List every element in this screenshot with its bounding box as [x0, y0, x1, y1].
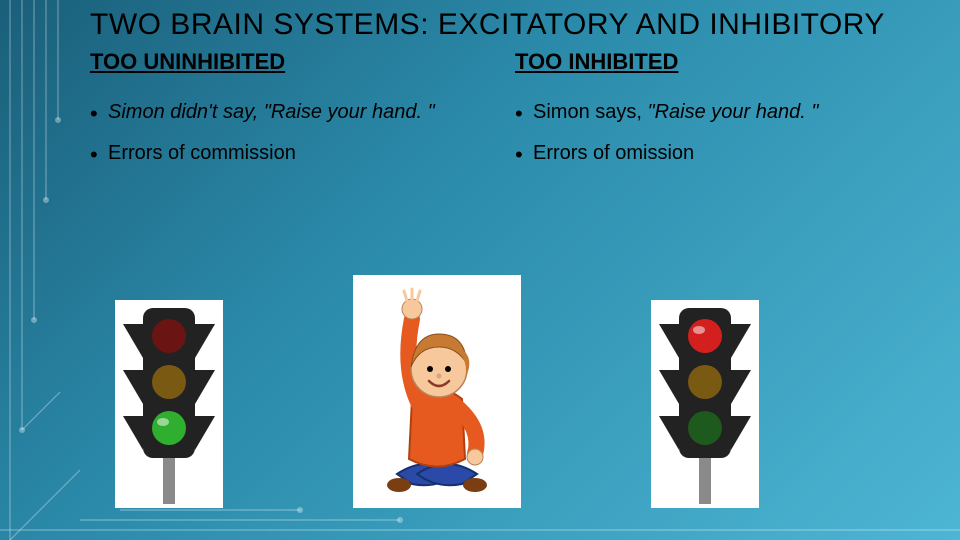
- traffic-light-green-box: [115, 300, 223, 508]
- left-bullet-2: Errors of commission: [90, 140, 495, 167]
- left-heading: TOO UNINHIBITED: [90, 49, 495, 75]
- right-b1-quote: "Raise your hand. ": [647, 101, 818, 123]
- slide: TWO BRAIN SYSTEMS: EXCITATORY AND INHIBI…: [0, 0, 960, 540]
- traffic-light-red-box: [651, 300, 759, 508]
- circuit-deco-left: [0, 0, 80, 540]
- traffic-light-green-icon: [119, 304, 219, 504]
- right-heading: TOO INHIBITED: [515, 49, 920, 75]
- content-area: TWO BRAIN SYSTEMS: EXCITATORY AND INHIBI…: [90, 8, 940, 181]
- left-column: TOO UNINHIBITED Simon didn't say, "Raise…: [90, 49, 515, 181]
- columns: TOO UNINHIBITED Simon didn't say, "Raise…: [90, 49, 940, 181]
- left-b1-pre: Simon didn't say,: [108, 101, 264, 123]
- left-bullet-1: Simon didn't say, "Raise your hand. ": [90, 99, 495, 126]
- image-row: [115, 275, 759, 508]
- right-bullets: Simon says, "Raise your hand. " Errors o…: [515, 99, 920, 167]
- right-bullet-1: Simon says, "Raise your hand. ": [515, 99, 920, 126]
- child-raising-hand-icon: [357, 279, 517, 499]
- right-bullet-2: Errors of omission: [515, 140, 920, 167]
- left-bullets: Simon didn't say, "Raise your hand. " Er…: [90, 99, 495, 167]
- slide-title: TWO BRAIN SYSTEMS: EXCITATORY AND INHIBI…: [90, 8, 940, 43]
- left-b1-quote: "Raise your hand. ": [264, 101, 435, 123]
- right-column: TOO INHIBITED Simon says, "Raise your ha…: [515, 49, 940, 181]
- right-b1-pre: Simon says,: [533, 101, 647, 123]
- traffic-light-red-icon: [655, 304, 755, 504]
- child-raising-hand-box: [353, 275, 521, 508]
